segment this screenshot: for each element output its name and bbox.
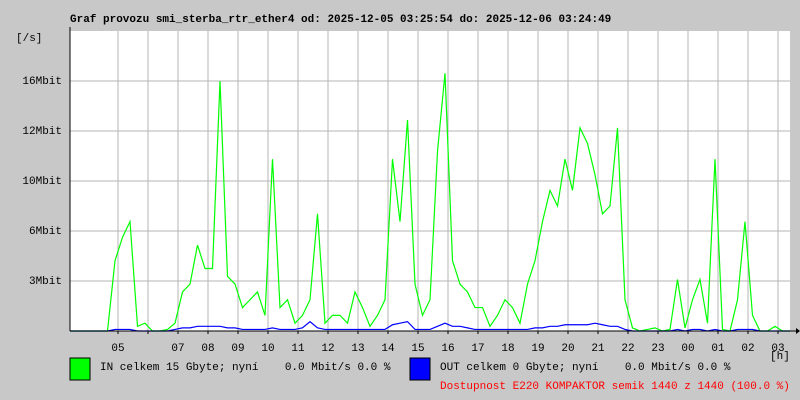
x-tick-label: 21 [591, 343, 605, 355]
x-tick-label: 02 [741, 343, 754, 355]
x-tick-label: 07 [171, 343, 184, 355]
legend-swatch [409, 357, 431, 381]
x-tick-label: 13 [351, 343, 364, 355]
legend-label: OUT celkem 0 Gbyte; nyní 0.0 Mbit/s 0.0 … [440, 362, 731, 374]
y-tick-label: 3Mbit [29, 276, 62, 288]
x-tick-label: 09 [231, 343, 244, 355]
legend-swatch [69, 357, 91, 381]
x-tick-label: 08 [201, 343, 214, 355]
chart-title: Graf provozu smi_sterba_rtr_ether4 od: 2… [70, 14, 611, 26]
x-tick-label: 16 [441, 343, 454, 355]
x-tick-label: 14 [381, 343, 395, 355]
y-tick-label: 16Mbit [22, 76, 62, 88]
x-tick-label: 01 [711, 343, 725, 355]
legend-label: IN celkem 15 Gbyte; nyní 0.0 Mbit/s 0.0 … [100, 362, 391, 374]
x-tick-label: 15 [411, 343, 424, 355]
series-line [70, 73, 790, 332]
x-tick-label: 20 [561, 343, 574, 355]
x-tick-label: 03 [771, 343, 784, 355]
x-tick-label: 19 [531, 343, 544, 355]
x-tick-label: 12 [321, 343, 334, 355]
x-tick-label: 11 [291, 343, 305, 355]
x-tick-label: 23 [651, 343, 664, 355]
y-tick-label: 10Mbit [22, 176, 62, 188]
x-tick-label: 22 [621, 343, 634, 355]
y-tick-label: 6Mbit [29, 226, 62, 238]
x-tick-label: 17 [471, 343, 484, 355]
x-tick-label: 10 [261, 343, 274, 355]
x-tick-label: 00 [681, 343, 694, 355]
y-axis-label: [/s] [16, 33, 42, 45]
x-tick-label: 05 [111, 343, 124, 355]
x-tick-label: 18 [501, 343, 514, 355]
x-axis-label: [h] [770, 351, 790, 363]
x-axis-arrow [796, 328, 800, 334]
footnote: Dostupnost E220 KOMPAKTOR semik 1440 z 1… [440, 381, 790, 393]
y-tick-label: 12Mbit [22, 126, 62, 138]
